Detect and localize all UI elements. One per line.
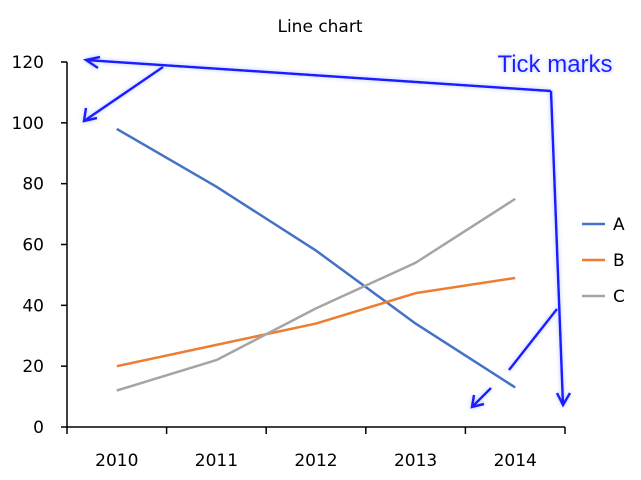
callout-label: Tick marks xyxy=(497,51,612,78)
callout-arrow-tick-right-head xyxy=(555,392,572,408)
callout-arrow-to-tick-2013 xyxy=(471,387,492,408)
x-axis: 2010 2011 2012 2013 2014 xyxy=(66,427,566,471)
legend-label-a: A xyxy=(613,215,625,235)
tick-marks-callout: Tick marks xyxy=(82,51,613,409)
callout-arrow-right xyxy=(549,90,565,406)
chart-title: Line chart xyxy=(277,17,362,37)
y-tick-label: 40 xyxy=(22,296,44,316)
callout-arrow-tick-100-head xyxy=(82,107,98,123)
x-tick-label: 2011 xyxy=(195,451,238,471)
x-tick-label: 2012 xyxy=(294,451,337,471)
callout-arrow-tick-120 xyxy=(82,55,101,70)
y-tick-label: 20 xyxy=(22,357,44,377)
y-tick-label: 0 xyxy=(33,418,44,438)
legend-label-c: C xyxy=(613,287,625,307)
x-tick-label: 2010 xyxy=(95,451,138,471)
series xyxy=(116,127,516,392)
y-tick-label: 60 xyxy=(22,236,44,256)
series-line-c xyxy=(116,197,516,392)
legend: ABC xyxy=(582,215,625,307)
y-tick-label: 120 xyxy=(12,53,44,73)
y-axis: 0 20 40 60 80 100 120 xyxy=(12,53,67,438)
callout-arrow-top xyxy=(85,58,552,93)
series-line-b xyxy=(116,276,516,368)
x-tick-label: 2014 xyxy=(494,451,537,471)
callout-arrow-to-100 xyxy=(83,65,164,123)
series-line-a xyxy=(116,127,516,389)
callout-arrow-lower xyxy=(508,308,558,371)
x-tick-label: 2013 xyxy=(394,451,437,471)
y-tick-label: 100 xyxy=(12,114,44,134)
legend-label-b: B xyxy=(613,251,625,271)
y-tick-label: 80 xyxy=(22,175,44,195)
callout-arrow-tick-2013-head xyxy=(470,394,485,409)
